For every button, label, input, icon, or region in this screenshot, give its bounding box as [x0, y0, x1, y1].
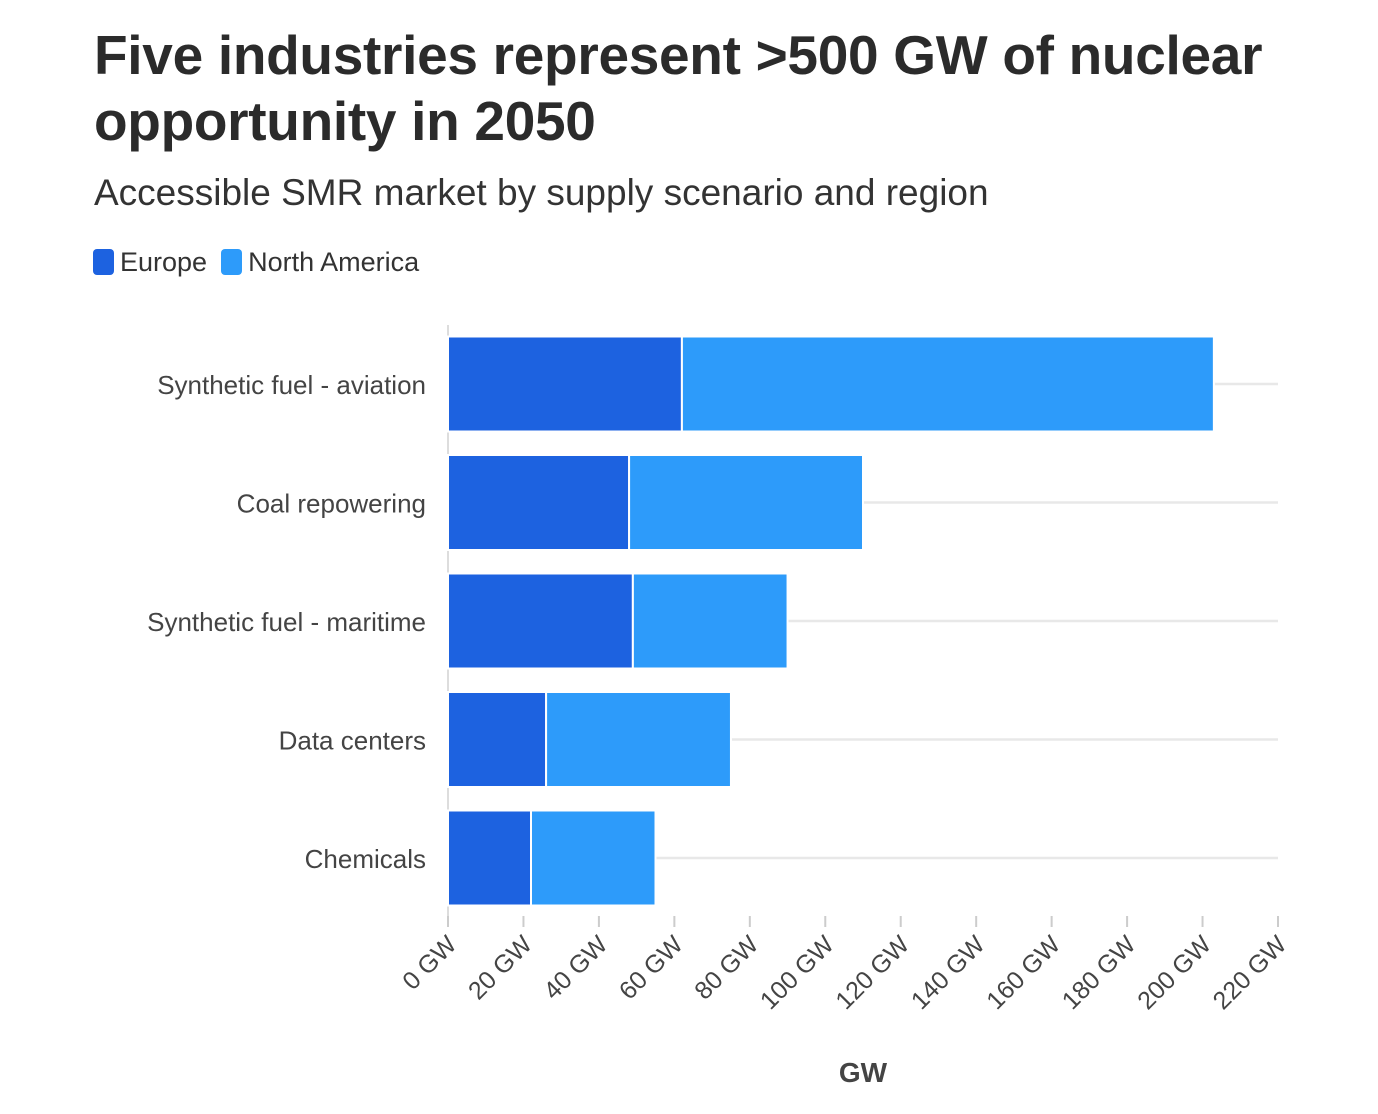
- x-tick-label-160: 160 GW: [981, 930, 1066, 1015]
- x-tick-label-200: 200 GW: [1132, 930, 1217, 1015]
- bar-europe-synthetic-fuel-aviation: [447, 335, 683, 433]
- x-axis-title: GW: [839, 1057, 888, 1088]
- bar-north-america-coal-repowering: [628, 454, 864, 551]
- legend-label-north-america: North America: [248, 247, 420, 277]
- category-label-coal-repowering: Coal repowering: [237, 489, 426, 519]
- bar-europe-chemicals: [447, 809, 532, 907]
- x-tick-label-100: 100 GW: [755, 930, 840, 1015]
- category-label-synthetic-fuel-aviation: Synthetic fuel - aviation: [157, 370, 426, 400]
- chart-subtitle: Accessible SMR market by supply scenario…: [94, 172, 989, 213]
- x-tick-label-120: 120 GW: [830, 930, 915, 1015]
- x-tick-label-20: 20 GW: [463, 930, 538, 1005]
- bar-europe-synthetic-fuel-maritime: [447, 572, 634, 670]
- x-tick-label-0: 0 GW: [397, 930, 462, 995]
- legend-swatch-europe: [93, 249, 114, 275]
- chart-title: Five industries represent >500 GW of nuc…: [94, 24, 1263, 152]
- bar-europe-data-centers: [447, 691, 548, 788]
- category-label-synthetic-fuel-maritime: Synthetic fuel - maritime: [147, 607, 426, 637]
- bar-north-america-chemicals: [530, 809, 657, 907]
- category-label-chemicals: Chemicals: [305, 844, 426, 874]
- bar-europe-coal-repowering: [447, 454, 631, 551]
- category-label-data-centers: Data centers: [279, 726, 426, 756]
- x-tick-label-140: 140 GW: [906, 930, 991, 1015]
- x-tick-label-40: 40 GW: [538, 930, 613, 1005]
- legend-item-europe[interactable]: Europe: [93, 244, 207, 280]
- x-tick-label-80: 80 GW: [689, 930, 764, 1005]
- x-tick-label-180: 180 GW: [1057, 930, 1142, 1015]
- bar-north-america-synthetic-fuel-maritime: [631, 572, 789, 670]
- x-tick-label-220: 220 GW: [1208, 930, 1293, 1015]
- legend-label-europe: Europe: [120, 247, 208, 277]
- bar-north-america-data-centers: [545, 691, 732, 788]
- legend-swatch-north-america: [221, 249, 243, 275]
- chart-legend: Europe North America: [93, 244, 433, 280]
- x-tick-label-60: 60 GW: [614, 930, 689, 1005]
- legend-item-north-america[interactable]: North America: [221, 244, 419, 280]
- bar-north-america-synthetic-fuel-aviation: [680, 335, 1215, 433]
